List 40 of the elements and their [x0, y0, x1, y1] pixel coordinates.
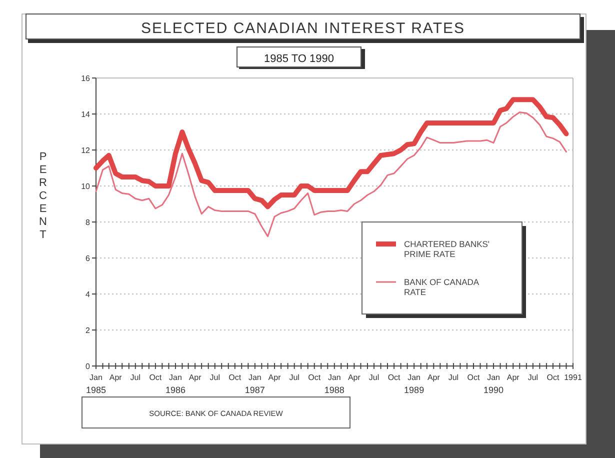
- x-tick-label: Apr: [427, 373, 440, 382]
- x-tick-label: Oct: [467, 373, 481, 382]
- x-tick-label: Jul: [289, 373, 300, 382]
- x-tick-label: Apr: [109, 373, 122, 382]
- x-tick-label: Jul: [528, 373, 538, 382]
- x-tick-label: Jul: [210, 373, 220, 382]
- x-tick-label: Apr: [506, 373, 520, 382]
- y-tick-label: 4: [86, 290, 91, 299]
- legend-label: BANK OF CANADA RATE: [404, 277, 480, 297]
- legend-label: CHARTERED BANKS' PRIME RATE: [404, 239, 490, 259]
- x-tick-label: Apr: [188, 373, 202, 382]
- line-series: [95, 111, 567, 238]
- chart-subtitle: 1985 TO 1990: [264, 53, 334, 65]
- x-tick-label: Oct: [388, 373, 402, 382]
- x-tick-label: Jan 1989: [404, 373, 424, 395]
- x-tick-label: Jul: [368, 373, 380, 382]
- y-tick-label: 14: [81, 110, 91, 119]
- x-tick-label: Oct: [149, 373, 162, 382]
- y-tick-label: 16: [81, 74, 91, 83]
- y-tick-label: 8: [86, 218, 91, 227]
- y-tick-label: 2: [86, 326, 91, 335]
- chart-title: SELECTED CANADIAN INTEREST RATES: [140, 20, 466, 37]
- y-axis-title: PERCENT: [39, 151, 48, 241]
- y-tick-label: 0: [86, 362, 91, 371]
- x-tick-label: Apr: [268, 373, 282, 382]
- x-tick-label: Jan 1985: [86, 373, 106, 395]
- y-tick-label: 12: [81, 146, 91, 155]
- y-tick-label: 6: [86, 254, 91, 263]
- x-tick-label: Oct: [228, 373, 242, 382]
- y-tick-label: 10: [81, 182, 91, 191]
- x-tick-label: 1991: [564, 373, 582, 382]
- x-tick-label: Jan 1988: [324, 373, 344, 395]
- x-tick-label: Jul: [448, 373, 459, 382]
- x-tick-label: Jan 1986: [165, 373, 186, 395]
- x-tick-label: Oct: [308, 373, 322, 382]
- x-tick-label: Apr: [348, 373, 361, 382]
- x-tick-label: Jul: [130, 373, 141, 382]
- x-tick-label: Jan 1987: [244, 373, 265, 395]
- x-tick-label: Oct: [546, 373, 560, 382]
- x-tick-label: Jan 1990: [484, 373, 504, 395]
